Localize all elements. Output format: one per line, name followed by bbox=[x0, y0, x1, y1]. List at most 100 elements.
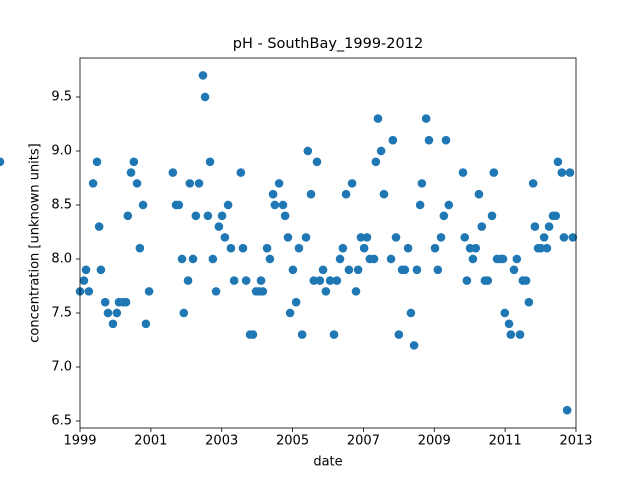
point bbox=[391, 233, 401, 242]
point bbox=[268, 189, 278, 199]
point bbox=[539, 233, 549, 242]
point bbox=[341, 189, 351, 199]
point bbox=[297, 330, 307, 339]
point bbox=[515, 330, 525, 339]
point bbox=[241, 276, 251, 285]
point bbox=[521, 276, 531, 285]
point bbox=[238, 243, 248, 253]
point bbox=[471, 243, 481, 253]
point bbox=[347, 179, 357, 188]
point bbox=[198, 71, 208, 80]
point bbox=[436, 233, 446, 242]
point bbox=[524, 297, 534, 307]
point bbox=[544, 222, 554, 231]
point bbox=[512, 254, 522, 264]
point bbox=[462, 276, 472, 285]
point bbox=[468, 254, 478, 264]
point bbox=[183, 276, 193, 285]
point bbox=[568, 233, 578, 242]
y-tick-label: 8.5 bbox=[51, 197, 72, 212]
point bbox=[285, 308, 295, 318]
point bbox=[236, 168, 246, 177]
x-tick-label: 2005 bbox=[276, 434, 309, 449]
chart-title: pH - SouthBay_1999-2012 bbox=[233, 36, 423, 52]
point bbox=[344, 265, 354, 275]
point bbox=[229, 276, 239, 285]
point bbox=[441, 135, 451, 145]
point bbox=[0, 157, 5, 167]
point bbox=[373, 114, 383, 123]
point bbox=[498, 254, 508, 264]
point bbox=[403, 243, 413, 253]
point bbox=[126, 168, 136, 177]
point bbox=[559, 233, 569, 242]
point bbox=[412, 265, 422, 275]
point bbox=[265, 254, 275, 264]
point bbox=[433, 265, 443, 275]
point bbox=[458, 168, 468, 177]
point bbox=[294, 243, 304, 253]
point bbox=[553, 157, 563, 167]
point bbox=[220, 233, 230, 242]
point bbox=[542, 243, 552, 253]
point bbox=[386, 254, 396, 264]
point bbox=[309, 276, 319, 285]
point bbox=[551, 211, 561, 221]
point bbox=[557, 168, 567, 177]
point bbox=[362, 233, 372, 242]
point bbox=[394, 330, 404, 339]
point bbox=[144, 287, 154, 296]
point bbox=[270, 200, 280, 210]
point bbox=[474, 189, 484, 199]
point bbox=[315, 276, 325, 285]
point bbox=[530, 222, 540, 231]
point bbox=[141, 319, 151, 329]
point bbox=[174, 200, 184, 210]
point bbox=[439, 211, 449, 221]
point bbox=[96, 265, 106, 275]
point bbox=[400, 265, 410, 275]
point bbox=[135, 243, 145, 253]
point bbox=[108, 319, 118, 329]
point bbox=[188, 254, 198, 264]
point bbox=[194, 179, 204, 188]
x-tick-label: 2007 bbox=[347, 434, 380, 449]
point bbox=[359, 243, 369, 253]
point bbox=[562, 405, 572, 415]
point bbox=[338, 243, 348, 253]
point bbox=[351, 287, 361, 296]
point bbox=[565, 168, 575, 177]
point bbox=[132, 179, 142, 188]
point bbox=[79, 276, 89, 285]
point bbox=[500, 308, 510, 318]
point bbox=[406, 308, 416, 318]
x-tick-label: 2009 bbox=[418, 434, 451, 449]
point bbox=[256, 276, 266, 285]
point bbox=[424, 135, 434, 145]
point bbox=[185, 179, 195, 188]
x-tick-label: 2001 bbox=[134, 434, 167, 449]
point bbox=[306, 189, 316, 199]
y-tick-label: 6.5 bbox=[51, 413, 72, 428]
point bbox=[332, 276, 342, 285]
point bbox=[409, 341, 419, 350]
point bbox=[444, 200, 454, 210]
y-axis-label: concentration [unknown units] bbox=[28, 143, 43, 342]
point bbox=[288, 265, 298, 275]
point bbox=[283, 233, 293, 242]
point bbox=[376, 146, 386, 156]
point bbox=[278, 200, 288, 210]
point bbox=[112, 308, 122, 318]
point bbox=[430, 243, 440, 253]
point bbox=[536, 243, 546, 253]
y-tick-label: 7.5 bbox=[51, 305, 72, 320]
point bbox=[84, 287, 94, 296]
point bbox=[223, 200, 233, 210]
point bbox=[129, 157, 139, 167]
point bbox=[312, 157, 322, 167]
point bbox=[325, 276, 335, 285]
point bbox=[321, 287, 331, 296]
point bbox=[88, 179, 98, 188]
